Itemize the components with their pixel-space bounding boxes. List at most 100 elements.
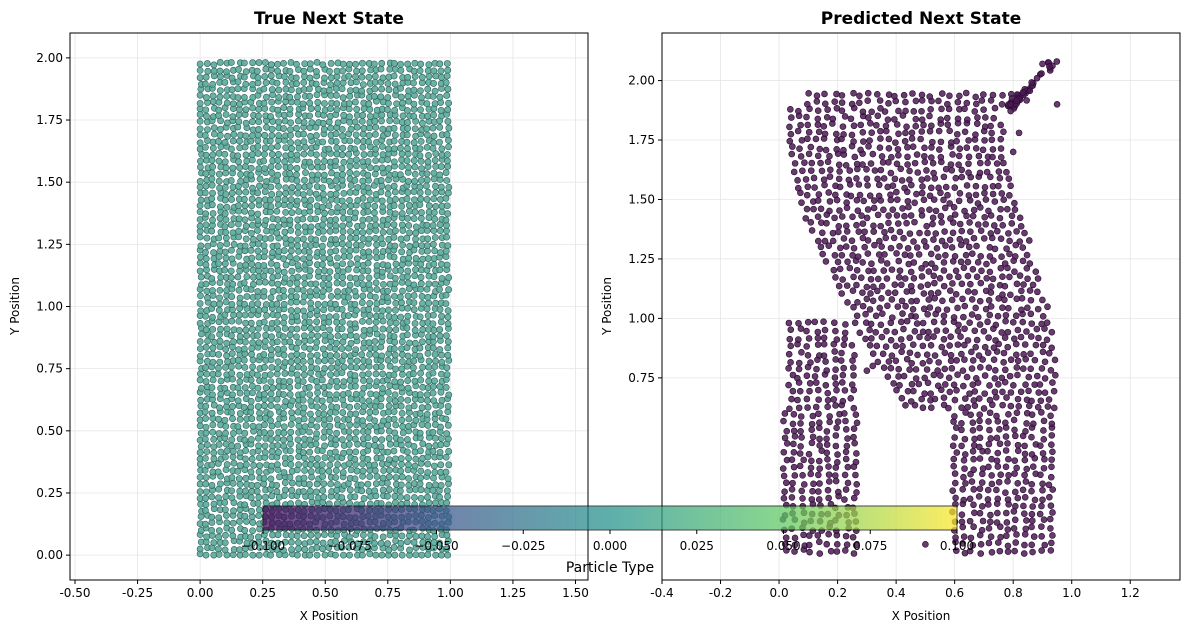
left-particle-point [416,145,424,153]
left-particle-point [403,138,411,146]
left-particle-point [274,216,282,223]
right-particle-point [944,121,952,128]
left-particle-point [280,59,287,67]
right-particle-point [816,435,823,443]
left-particle-point [326,255,334,262]
left-particle-point [437,183,445,191]
left-particle-point [443,72,451,80]
left-particle-point [444,320,452,328]
left-particle-point [443,364,451,372]
left-particle-point [351,475,359,483]
left-particle-point [412,266,419,274]
left-particle-point [332,216,339,224]
right-particle-point [1004,205,1011,213]
left-particle-point [319,163,327,171]
left-particle-point [437,482,445,489]
right-particle-point [815,191,823,198]
left-particle-point [197,163,204,171]
left-particle-point [209,350,217,358]
left-particle-point [300,532,308,540]
left-particle-point [319,227,327,235]
right-particle-point [803,372,811,380]
right-particle-point [891,92,898,100]
right-particle-point [970,501,977,509]
left-particle-point [326,227,334,235]
left-particle-point [230,241,238,248]
right-particle-point [795,336,802,343]
right-particle-point [957,258,965,266]
right-particle-point [808,496,816,503]
left-particle-point [411,272,419,280]
left-particle-point [359,111,367,119]
left-particle-point [209,325,217,333]
right-particle-point [856,92,863,100]
left-particle-point [417,447,424,455]
colorbar-tick-label: 0.000 [593,539,627,553]
right-particle-point [997,121,1005,129]
left-particle-point [372,279,380,287]
right-particle-point [951,211,959,218]
right-particle-point [838,92,846,99]
right-particle-point [907,282,915,290]
right-particle-point [938,219,945,226]
right-particle-point [839,123,847,130]
left-particle-point [444,313,452,321]
right-particle-point [811,184,818,191]
left-particle-point [391,65,399,73]
right-particle-point [1028,487,1035,495]
left-particle-point [274,280,282,288]
left-particle-point [287,421,295,428]
left-particle-point [319,119,327,127]
left-particle-point [372,551,380,559]
right-particle-point [1016,272,1024,279]
right-particle-point [935,127,943,135]
left-particle-point [240,404,248,411]
left-particle-point [352,346,360,353]
right-particle-point [856,191,864,199]
left-particle-point [351,455,359,463]
right-particle-point [842,448,850,456]
left-particle-point [222,164,230,172]
right-particle-point [1008,212,1016,220]
right-particle-point [895,151,902,159]
right-particle-point [934,367,941,374]
left-particle-point [373,262,381,269]
right-particle-point [985,440,993,448]
right-particle-point [1001,282,1009,290]
left-particle-point [346,196,353,204]
left-particle-point [294,363,302,371]
left-particle-point [397,235,405,243]
right-particle-point [1046,63,1053,70]
right-particle-point [896,267,904,274]
left-particle-point [404,145,411,152]
left-particle-point [312,80,320,88]
right-particle-point [927,290,935,297]
left-particle-point [300,404,308,412]
right-particle-point [1034,275,1042,282]
left-particle-point [247,468,255,476]
left-particle-point [365,73,373,81]
right-particle-point [910,259,918,266]
left-particle-point [235,66,242,73]
right-particle-point [817,205,825,213]
left-particle-point [320,434,328,441]
left-particle-point [405,177,412,185]
left-particle-point [319,138,327,146]
left-particle-point [217,480,224,488]
right-particle-point [887,169,895,177]
right-particle-point [921,390,928,397]
right-particle-point [866,326,873,334]
left-particle-point [202,494,209,502]
left-particle-point [235,233,243,241]
right-particle-point [930,318,938,326]
left-particle-point [391,313,398,321]
left-particle-point [241,202,249,209]
left-particle-point [346,403,354,411]
left-particle-point [288,259,296,267]
left-particle-point [306,428,313,436]
right-particle-point [788,494,796,501]
left-particle-point [306,112,314,120]
right-particle-point [814,197,822,204]
left-particle-point [325,118,333,126]
left-particle-point [273,461,281,469]
